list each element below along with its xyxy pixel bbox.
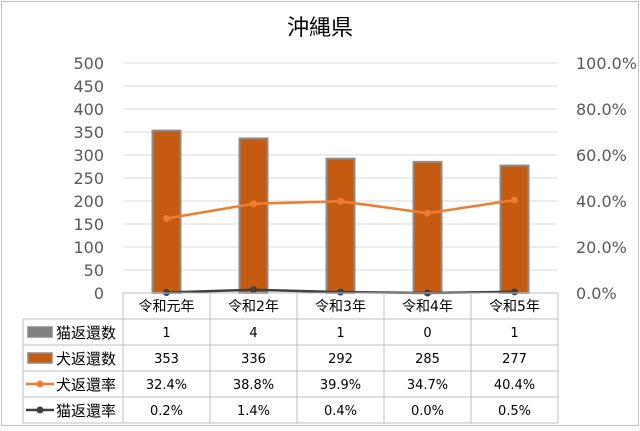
data-label: 38.8% (233, 378, 274, 393)
legend-key-marker (37, 407, 44, 414)
data-label: 353 (154, 352, 179, 367)
legend-entry: 犬返還数 (56, 350, 116, 368)
y-left-tick-label: 0 (94, 284, 104, 303)
data-point (511, 197, 518, 204)
y-left-tick-label: 450 (73, 77, 104, 96)
bar (501, 166, 529, 293)
data-label: 39.9% (320, 378, 361, 393)
y-right-tick-label: 40.0% (576, 192, 627, 211)
x-tick-label: 令和5年 (489, 299, 540, 315)
data-label: 40.4% (494, 378, 535, 393)
data-label: 292 (328, 352, 353, 367)
data-label: 4 (249, 326, 257, 341)
data-label: 0 (423, 326, 431, 341)
y-right-tick-label: 80.0% (576, 100, 627, 119)
data-label: 285 (415, 352, 440, 367)
data-point (424, 210, 431, 217)
y-left-tick-label: 250 (73, 169, 104, 188)
data-label: 34.7% (407, 378, 448, 393)
data-label: 0.4% (324, 404, 357, 419)
data-point (511, 288, 518, 295)
data-label: 0.0% (411, 404, 444, 419)
legend-key-marker (37, 381, 44, 388)
chart-title: 沖縄県 (287, 16, 353, 41)
data-point (337, 289, 344, 296)
legend-entry: 猫返還率 (56, 402, 116, 420)
data-label: 0.5% (498, 404, 531, 419)
bar (327, 159, 355, 293)
y-left-tick-label: 100 (73, 238, 104, 257)
data-point (250, 200, 257, 207)
data-label: 1.4% (237, 404, 270, 419)
data-label: 32.4% (146, 378, 187, 393)
x-tick-label: 令和3年 (315, 299, 366, 315)
y-right-tick-label: 60.0% (576, 146, 627, 165)
y-left-tick-label: 400 (73, 100, 104, 119)
data-label: 1 (162, 326, 170, 341)
y-right-tick-label: 100.0% (576, 54, 637, 73)
y-right-tick-label: 20.0% (576, 238, 627, 257)
data-point (250, 286, 257, 293)
y-right-tick-label: 0.0% (576, 284, 617, 303)
x-tick-label: 令和元年 (139, 299, 195, 315)
y-left-tick-label: 150 (73, 215, 104, 234)
legend-key-bar (28, 327, 52, 337)
data-label: 0.2% (150, 404, 183, 419)
y-left-tick-label: 350 (73, 123, 104, 142)
legend-key-bar (28, 353, 52, 363)
data-label: 1 (336, 326, 344, 341)
data-label: 1 (510, 326, 518, 341)
data-point (337, 198, 344, 205)
y-left-tick-label: 300 (73, 146, 104, 165)
data-label: 277 (502, 352, 527, 367)
bar (153, 131, 181, 293)
y-left-tick-label: 200 (73, 192, 104, 211)
legend-entry: 猫返還数 (56, 324, 116, 342)
legend-entry: 犬返還率 (56, 376, 116, 394)
data-point (163, 215, 170, 222)
y-left-tick-label: 50 (84, 261, 104, 280)
bar (414, 162, 442, 293)
x-tick-label: 令和2年 (228, 299, 279, 315)
bar (240, 138, 268, 293)
y-left-tick-label: 500 (73, 54, 104, 73)
data-label: 336 (241, 352, 266, 367)
x-tick-label: 令和4年 (402, 299, 453, 315)
